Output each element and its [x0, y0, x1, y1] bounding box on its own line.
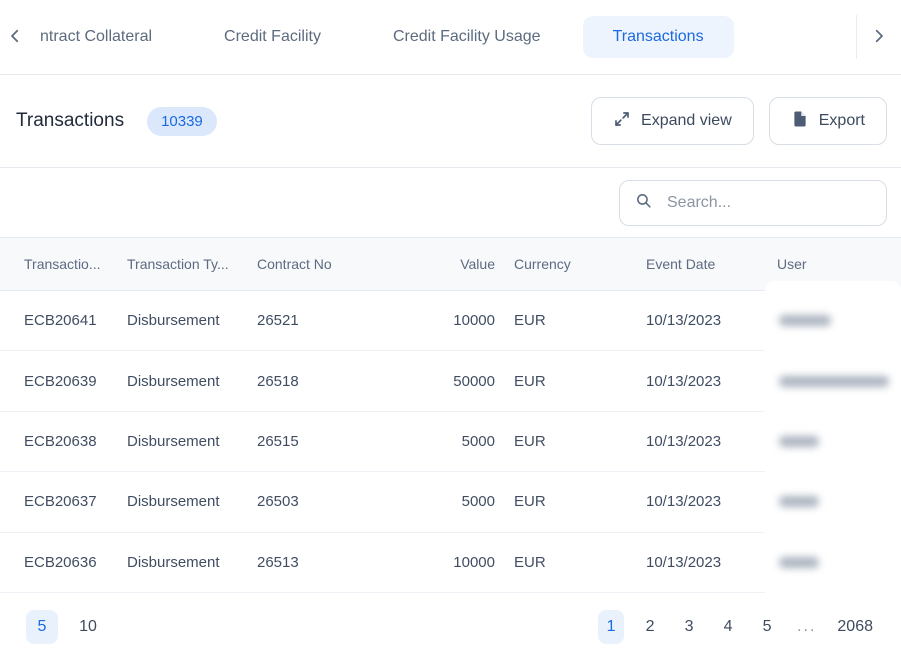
cell-event-date: 10/13/2023: [646, 493, 722, 511]
page-button-2068[interactable]: 2068: [833, 610, 877, 644]
expand-view-button[interactable]: Expand view: [591, 97, 754, 145]
cell-contract-no: 26503: [257, 493, 299, 511]
column-header-contract-no: Contract No: [257, 256, 332, 272]
cell-value: 5000: [461, 432, 495, 450]
file-icon: [791, 110, 809, 133]
tabs-list: ntract Collateral Credit Facility Credit F…: [40, 16, 734, 58]
export-label: Export: [818, 112, 865, 129]
table-row[interactable]: ECB20641 Disbursement 26521 10000 EUR 10…: [0, 281, 901, 362]
cell-transaction-type: Disbursement: [127, 312, 220, 330]
cell-transaction-no: ECB20638: [24, 432, 97, 450]
cell-user: [765, 522, 901, 603]
cell-transaction-no: ECB20641: [24, 312, 97, 330]
cell-value: 10000: [453, 553, 495, 571]
cell-currency: EUR: [514, 372, 546, 390]
table-row[interactable]: ECB20639 Disbursement 26518 50000 EUR 10…: [0, 341, 901, 422]
table-header-row: Transactio... Transaction Ty... Contract N…: [0, 238, 901, 291]
search-row: [0, 168, 901, 238]
cell-event-date: 10/13/2023: [646, 553, 722, 571]
expand-view-label: Expand view: [641, 112, 732, 129]
page-button-5[interactable]: 5: [754, 610, 780, 644]
page-button-2[interactable]: 2: [637, 610, 663, 644]
cell-contract-no: 26513: [257, 553, 299, 571]
tabs-scroll-prev-button[interactable]: [0, 0, 40, 74]
cell-contract-no: 26515: [257, 432, 299, 450]
cell-currency: EUR: [514, 493, 546, 511]
panel-header: Transactions 10339 Expand view Export: [0, 75, 901, 168]
page-size-button-10[interactable]: 10: [72, 610, 104, 644]
cell-contract-no: 26518: [257, 372, 299, 390]
cell-transaction-no: ECB20636: [24, 553, 97, 571]
cell-value: 50000: [453, 372, 495, 390]
table-row[interactable]: ECB20638 Disbursement 26515 5000 EUR 10/…: [0, 401, 901, 483]
cell-currency: EUR: [514, 312, 546, 330]
chevron-left-icon: [6, 27, 24, 48]
cell-transaction-no: ECB20639: [24, 372, 97, 390]
user-redacted-text: [779, 496, 819, 508]
tabbar-divider: [856, 15, 857, 59]
cell-currency: EUR: [514, 553, 546, 571]
page-size-button-5[interactable]: 5: [26, 609, 58, 644]
cell-event-date: 10/13/2023: [646, 432, 722, 450]
expand-icon: [613, 110, 631, 133]
tab-credit-facility[interactable]: Credit Facility: [224, 28, 321, 45]
search-icon: [635, 192, 652, 214]
page-ellipsis: ...: [793, 610, 820, 644]
cell-transaction-no: ECB20637: [24, 493, 97, 511]
column-header-user: User: [777, 256, 807, 272]
page-title: Transactions: [16, 110, 125, 131]
page-button-3[interactable]: 3: [676, 610, 702, 644]
table-row[interactable]: ECB20636 Disbursement 26513 10000 EUR 10…: [0, 522, 901, 603]
tab-transactions[interactable]: Transactions: [582, 16, 734, 58]
export-button[interactable]: Export: [768, 97, 887, 145]
cell-value: 10000: [453, 312, 495, 330]
column-header-currency: Currency: [514, 256, 571, 272]
cell-transaction-type: Disbursement: [127, 432, 220, 450]
chevron-right-icon: [870, 27, 888, 48]
tab-ntract-collateral[interactable]: ntract Collateral: [40, 28, 153, 45]
column-header-value: Value: [460, 256, 495, 272]
search-box: [619, 179, 887, 226]
search-input[interactable]: [665, 192, 886, 213]
cell-transaction-type: Disbursement: [127, 493, 220, 511]
page-button-4[interactable]: 4: [715, 610, 741, 644]
column-header-transaction-ty: Transaction Ty...: [127, 256, 229, 272]
user-redacted-text: [779, 315, 831, 327]
page-list: 1 2 3 4 5... 2068: [598, 609, 877, 644]
table-row[interactable]: ECB20637 Disbursement 26503 5000 EUR 10/…: [0, 462, 901, 543]
pagination-bar: 5 10 1 2 3 4 5... 2068: [0, 593, 901, 660]
tabs-scroll-next-button[interactable]: [857, 0, 901, 74]
count-badge: 10339: [147, 106, 217, 136]
page-size-selector: 5 10: [26, 609, 104, 644]
cell-contract-no: 26521: [257, 312, 299, 330]
tab-credit-facility-usage[interactable]: Credit Facility Usage: [392, 28, 541, 45]
cell-value: 5000: [461, 493, 495, 511]
tab-bar: ntract Collateral Credit Facility Credit F…: [0, 0, 901, 75]
column-header-transactio: Transactio...: [24, 256, 101, 272]
user-redacted-text: [779, 375, 889, 387]
table-body: ECB20641 Disbursement 26521 10000 EUR 10…: [0, 281, 901, 603]
cell-event-date: 10/13/2023: [646, 372, 722, 390]
cell-currency: EUR: [514, 432, 546, 450]
page-button-1[interactable]: 1: [598, 609, 625, 644]
column-header-event-date: Event Date: [646, 256, 716, 272]
cell-event-date: 10/13/2023: [646, 312, 722, 330]
cell-transaction-type: Disbursement: [127, 553, 220, 571]
user-redacted-text: [779, 556, 819, 568]
user-redacted-text: [779, 435, 819, 447]
cell-transaction-type: Disbursement: [127, 372, 220, 390]
